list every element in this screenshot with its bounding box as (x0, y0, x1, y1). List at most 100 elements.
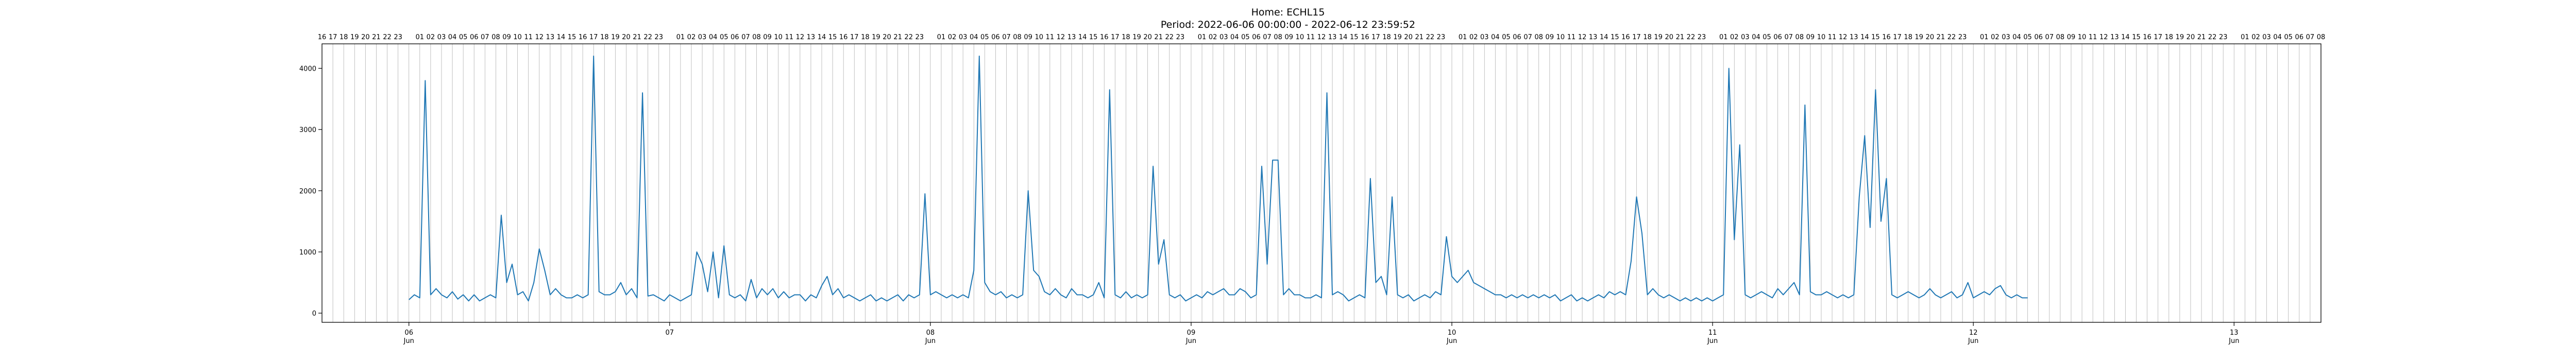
y-tick-label: 0 (312, 310, 316, 318)
hour-tick-label: 04 (448, 34, 457, 41)
hour-tick-label: 17 (1111, 34, 1120, 41)
hour-tick-label: 09 (502, 34, 511, 41)
hour-tick-label: 05 (1241, 34, 1250, 41)
hour-tick-label: 16 (1621, 34, 1630, 41)
hour-tick-label: 20 (1665, 34, 1674, 41)
hour-tick-label: 19 (872, 34, 880, 41)
hour-tick-label: 02 (2251, 34, 2260, 41)
hour-tick-label: 04 (2273, 34, 2282, 41)
hour-tick-label: 10 (1296, 34, 1304, 41)
hour-tick-label: 15 (828, 34, 837, 41)
hour-tick-label: 21 (372, 34, 381, 41)
x-tick-label-day: 06 (404, 329, 413, 337)
hour-tick-label: 08 (1013, 34, 1022, 41)
hour-tick-label: 16 (839, 34, 848, 41)
hour-tick-label: 07 (1263, 34, 1272, 41)
hour-tick-label: 01 (1980, 34, 1989, 41)
hour-tick-label: 21 (633, 34, 641, 41)
hour-tick-label: 19 (611, 34, 620, 41)
hour-tick-label: 13 (1589, 34, 1598, 41)
chart-subtitle: Period: 2022-06-06 00:00:00 - 2022-06-12… (1161, 19, 1415, 30)
hour-tick-label: 02 (948, 34, 957, 41)
hour-tick-label: 02 (427, 34, 435, 41)
hour-tick-labels: 16 17 18 19 20 21 22 23 01 02 03 04 05 06 07 08 09 10 11 12… (318, 34, 2326, 41)
hour-tick-label: 21 (1676, 34, 1685, 41)
hour-tick-label: 16 (2143, 34, 2151, 41)
hour-tick-label: 23 (1698, 34, 1706, 41)
hour-tick-label: 07 (2045, 34, 2054, 41)
hour-tick-label: 20 (1143, 34, 1152, 41)
hour-tick-label: 08 (1274, 34, 1282, 41)
hour-tick-label: 10 (774, 34, 783, 41)
x-tick-label-day: 09 (1187, 329, 1196, 337)
hour-tick-label: 22 (1426, 34, 1435, 41)
hour-tick-label: 19 (1393, 34, 1402, 41)
hour-tick-label: 02 (1209, 34, 1217, 41)
hour-tick-label: 02 (1991, 34, 1999, 41)
hour-tick-label: 09 (1024, 34, 1032, 41)
x-tick-label-month: Jun (1707, 337, 1718, 345)
hour-tick-label: 03 (437, 34, 446, 41)
hour-tick-label: 09 (1806, 34, 1815, 41)
hour-tick-label: 20 (2187, 34, 2195, 41)
hour-tick-label: 17 (1893, 34, 1902, 41)
x-tick-label-day: 11 (1708, 329, 1717, 337)
hour-tick-label: 06 (991, 34, 1000, 41)
hour-tick-label: 23 (394, 34, 402, 41)
hour-tick-label: 11 (1307, 34, 1315, 41)
hour-tick-label: 06 (1773, 34, 1782, 41)
hour-tick-label: 23 (916, 34, 924, 41)
hour-tick-label: 07 (1002, 34, 1011, 41)
x-tick-label-month: Jun (1185, 337, 1196, 345)
hour-tick-label: 12 (2099, 34, 2108, 41)
hour-tick-label: 19 (1654, 34, 1663, 41)
hour-tick-label: 18 (340, 34, 348, 41)
hour-tick-label: 16 (318, 34, 327, 41)
hour-tick-label: 23 (1958, 34, 1967, 41)
hour-tick-label: 06 (1513, 34, 1521, 41)
hour-tick-label: 04 (1752, 34, 1760, 41)
hour-tick-label: 02 (687, 34, 696, 41)
x-tick-label-month: Jun (2228, 337, 2239, 345)
hour-tick-label: 03 (1480, 34, 1489, 41)
hour-tick-label: 04 (1491, 34, 1500, 41)
hour-tick-label: 11 (524, 34, 533, 41)
hour-tick-label: 16 (579, 34, 587, 41)
hour-tick-label: 14 (557, 34, 566, 41)
hour-tick-label: 10 (1817, 34, 1826, 41)
hour-tick-label: 03 (2262, 34, 2271, 41)
hour-tick-label: 18 (1643, 34, 1652, 41)
hour-tick-label: 10 (513, 34, 522, 41)
hour-tick-label: 21 (2197, 34, 2206, 41)
hour-tick-label: 12 (1839, 34, 1848, 41)
hour-tick-label: 12 (796, 34, 805, 41)
hour-tick-label: 17 (1371, 34, 1380, 41)
hour-tick-label: 17 (2154, 34, 2162, 41)
hour-tick-label: 22 (1947, 34, 1956, 41)
hour-tick-label: 03 (1741, 34, 1750, 41)
hour-tick-label: 10 (1035, 34, 1043, 41)
hour-tick-label: 14 (1860, 34, 1869, 41)
hour-tick-label: 23 (654, 34, 663, 41)
hour-tick-label: 04 (1230, 34, 1239, 41)
hour-tick-label: 16 (1361, 34, 1369, 41)
hour-tick-label: 01 (937, 34, 946, 41)
hour-tick-label: 06 (1252, 34, 1261, 41)
hour-tick-label: 08 (2317, 34, 2326, 41)
x-tick-label-month: Jun (403, 337, 414, 345)
hour-tick-label: 15 (2132, 34, 2141, 41)
hour-tick-label: 14 (1600, 34, 1608, 41)
hour-tick-label: 20 (1404, 34, 1413, 41)
x-tick-label-month: Jun (925, 337, 936, 345)
hour-tick-label: 07 (481, 34, 489, 41)
hour-tick-label: 14 (2121, 34, 2130, 41)
hour-tick-label: 13 (2110, 34, 2119, 41)
hour-tick-label: 13 (807, 34, 816, 41)
hour-tick-label: 22 (383, 34, 392, 41)
hour-tick-label: 10 (2078, 34, 2087, 41)
hour-tick-label: 01 (676, 34, 685, 41)
hour-tick-label: 08 (2056, 34, 2065, 41)
hour-tick-label: 15 (1089, 34, 1098, 41)
hour-tick-label: 13 (1328, 34, 1337, 41)
